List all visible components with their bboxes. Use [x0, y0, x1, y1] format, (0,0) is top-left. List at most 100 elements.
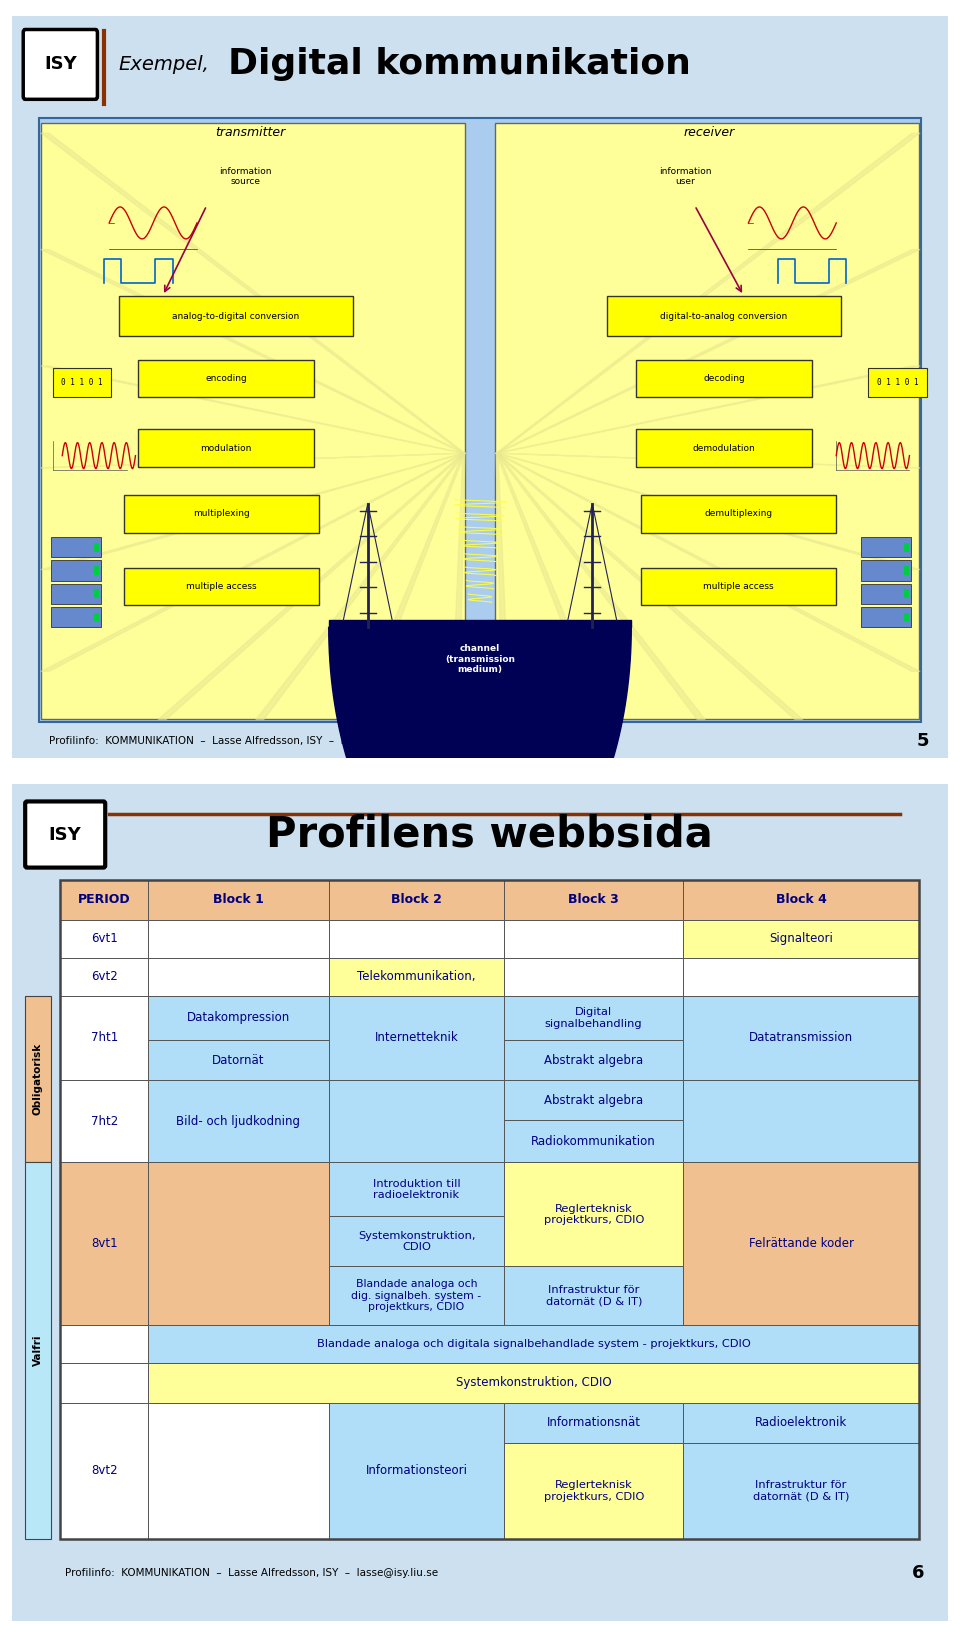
- Bar: [40, 123, 466, 719]
- Bar: [60, 919, 148, 958]
- Bar: [25, 1162, 51, 1539]
- Bar: [860, 607, 911, 627]
- Text: Valfri: Valfri: [33, 1334, 43, 1367]
- Bar: [683, 958, 919, 996]
- Text: Blandade analoga och digitala signalbehandlade system - projektkurs, CDIO: Blandade analoga och digitala signalbeha…: [317, 1339, 751, 1349]
- Text: Systemkonstruktion, CDIO: Systemkonstruktion, CDIO: [456, 1377, 612, 1390]
- Text: Reglerteknisk
projektkurs, CDIO: Reglerteknisk projektkurs, CDIO: [543, 1480, 644, 1502]
- Bar: [148, 1324, 919, 1362]
- Bar: [119, 295, 353, 336]
- FancyBboxPatch shape: [6, 778, 954, 1628]
- Text: information
source: information source: [220, 167, 272, 185]
- Polygon shape: [328, 627, 632, 904]
- Bar: [148, 1080, 328, 1162]
- Bar: [328, 880, 504, 919]
- Bar: [494, 123, 920, 719]
- Text: Radiokommunikation: Radiokommunikation: [531, 1134, 656, 1147]
- Bar: [60, 958, 148, 996]
- Bar: [683, 1162, 919, 1324]
- Text: Abstrakt algebra: Abstrakt algebra: [544, 1093, 643, 1106]
- Bar: [504, 1162, 683, 1267]
- Text: Exempel,: Exempel,: [119, 54, 209, 74]
- Text: 7ht1: 7ht1: [90, 1032, 118, 1044]
- Text: demultiplexing: demultiplexing: [705, 509, 773, 519]
- Bar: [504, 880, 683, 919]
- Bar: [93, 566, 99, 574]
- Text: PERIOD: PERIOD: [78, 893, 131, 906]
- Bar: [328, 958, 504, 996]
- Text: multiple access: multiple access: [186, 583, 256, 591]
- Text: receiver: receiver: [684, 126, 735, 139]
- Text: multiplexing: multiplexing: [193, 509, 250, 519]
- Text: multiple access: multiple access: [704, 583, 774, 591]
- Text: Obligatorisk: Obligatorisk: [33, 1044, 43, 1116]
- FancyBboxPatch shape: [25, 801, 106, 868]
- Bar: [93, 589, 99, 599]
- Bar: [860, 560, 911, 581]
- Text: demodulation: demodulation: [692, 443, 756, 453]
- Bar: [328, 919, 504, 958]
- Text: Digital kommunikation: Digital kommunikation: [228, 48, 691, 82]
- Bar: [25, 996, 51, 1162]
- Text: Digital
signalbehandling: Digital signalbehandling: [545, 1008, 642, 1029]
- FancyBboxPatch shape: [6, 8, 954, 766]
- Text: Informationsnät: Informationsnät: [546, 1416, 640, 1429]
- Text: Profilinfo:  KOMMUNIKATION  –  Lasse Alfredsson, ISY  –  lasse@isy.liu.se: Profilinfo: KOMMUNIKATION – Lasse Alfred…: [65, 1569, 439, 1579]
- Bar: [148, 1362, 919, 1403]
- Text: transmitter: transmitter: [215, 126, 286, 139]
- Bar: [124, 496, 319, 533]
- Bar: [860, 584, 911, 604]
- Text: Block 3: Block 3: [568, 893, 619, 906]
- Bar: [903, 566, 909, 574]
- Bar: [60, 1162, 148, 1324]
- Bar: [903, 543, 909, 551]
- Bar: [93, 612, 99, 622]
- Text: Reglerteknisk
projektkurs, CDIO: Reglerteknisk projektkurs, CDIO: [543, 1203, 644, 1226]
- Bar: [148, 880, 328, 919]
- Bar: [60, 880, 148, 919]
- Bar: [683, 996, 919, 1080]
- Bar: [903, 612, 909, 622]
- Bar: [328, 1162, 504, 1216]
- Bar: [683, 880, 919, 919]
- Bar: [504, 1403, 683, 1442]
- Bar: [60, 1324, 148, 1362]
- Text: Datornät: Datornät: [212, 1054, 265, 1067]
- Text: Blandade analoga och
dig. signalbeh. system -
projektkurs, CDIO: Blandade analoga och dig. signalbeh. sys…: [351, 1278, 482, 1313]
- Bar: [60, 996, 148, 1080]
- Text: information
user: information user: [659, 167, 711, 185]
- Text: 7ht2: 7ht2: [90, 1114, 118, 1127]
- Bar: [683, 1442, 919, 1539]
- Text: Infrastruktur för
datornät (D & IT): Infrastruktur för datornät (D & IT): [753, 1480, 850, 1502]
- Text: Block 1: Block 1: [213, 893, 264, 906]
- Text: channel
(transmission
medium): channel (transmission medium): [445, 645, 515, 674]
- Bar: [328, 1267, 504, 1324]
- Text: 5: 5: [917, 732, 929, 750]
- Text: 8vt1: 8vt1: [91, 1237, 117, 1250]
- Bar: [60, 1080, 148, 1162]
- Bar: [504, 1442, 683, 1539]
- Bar: [683, 1403, 919, 1442]
- Text: 6vt2: 6vt2: [91, 970, 118, 983]
- Bar: [328, 1216, 504, 1267]
- Text: Introduktion till
radioelektronik: Introduktion till radioelektronik: [372, 1178, 461, 1200]
- Bar: [683, 919, 919, 958]
- Bar: [328, 996, 504, 1080]
- Text: Abstrakt algebra: Abstrakt algebra: [544, 1054, 643, 1067]
- Bar: [328, 1080, 504, 1162]
- Bar: [607, 295, 841, 336]
- Bar: [60, 1403, 148, 1539]
- Bar: [504, 958, 683, 996]
- Bar: [636, 430, 812, 468]
- Text: 8vt2: 8vt2: [91, 1464, 117, 1477]
- Text: ISY: ISY: [49, 825, 82, 843]
- Text: digital-to-analog conversion: digital-to-analog conversion: [660, 312, 787, 320]
- Bar: [504, 1267, 683, 1324]
- Bar: [51, 607, 102, 627]
- Text: 6vt1: 6vt1: [91, 932, 118, 945]
- Bar: [903, 589, 909, 599]
- Text: Felrättande koder: Felrättande koder: [749, 1237, 853, 1250]
- Text: analog-to-digital conversion: analog-to-digital conversion: [173, 312, 300, 320]
- Bar: [138, 359, 314, 397]
- Bar: [636, 359, 812, 397]
